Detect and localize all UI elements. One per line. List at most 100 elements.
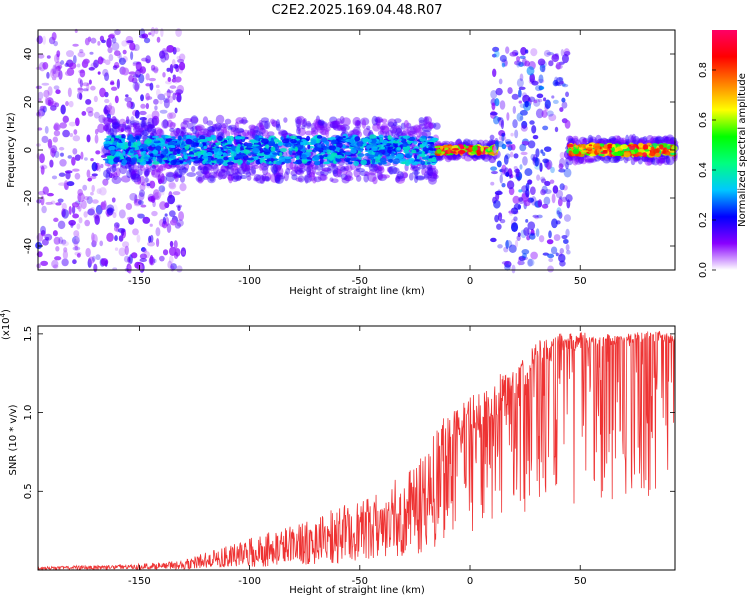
- heatmap-cell: [181, 250, 186, 256]
- heatmap-cell: [452, 152, 457, 161]
- heatmap-cell: [427, 163, 433, 172]
- heatmap-cell: [128, 164, 132, 173]
- heatmap-cell: [582, 144, 586, 149]
- heatmap-cell: [97, 56, 104, 65]
- heatmap-cell: [276, 172, 284, 178]
- heatmap-cell: [139, 164, 145, 171]
- heatmap-cell: [134, 203, 141, 207]
- heatmap-cell: [224, 118, 232, 125]
- heatmap-cell: [121, 67, 130, 76]
- heatmap-cell: [390, 138, 394, 144]
- heatmap-cell: [198, 143, 203, 148]
- heatmap-cell: [428, 176, 437, 185]
- heatmap-cell: [68, 121, 77, 127]
- heatmap-cell: [274, 174, 281, 183]
- heatmap-cell: [476, 150, 482, 156]
- heatmap-cell: [77, 87, 84, 91]
- heatmap-cell: [397, 138, 402, 142]
- heatmap-cell: [546, 110, 554, 117]
- heatmap-cell: [331, 120, 341, 125]
- heatmap-cell: [511, 222, 519, 233]
- heatmap-cell: [162, 216, 166, 225]
- heatmap-cell: [215, 126, 222, 131]
- heatmap-cell: [429, 147, 434, 151]
- heatmap-cell: [126, 125, 132, 132]
- heatmap-cell: [89, 175, 97, 180]
- heatmap-cell: [412, 170, 420, 175]
- heatmap-cell: [205, 151, 213, 157]
- heatmap-cell: [75, 233, 80, 242]
- heatmap-cell: [599, 153, 605, 157]
- heatmap-cell: [195, 174, 205, 183]
- heatmap-cell: [261, 173, 267, 182]
- heatmap-cell: [537, 58, 546, 66]
- heatmap-cell: [387, 165, 398, 175]
- heatmap-cell: [317, 119, 322, 128]
- heatmap-cell: [37, 91, 44, 100]
- heatmap-cell: [138, 192, 145, 201]
- heatmap-cell: [561, 97, 566, 103]
- heatmap-cell: [172, 150, 178, 156]
- heatmap-cell: [218, 169, 228, 180]
- heatmap-cell: [224, 159, 229, 163]
- heatmap-cell: [149, 234, 154, 243]
- heatmap-cell: [174, 148, 182, 152]
- heatmap-cell: [368, 163, 379, 172]
- heatmap-cell: [516, 112, 524, 122]
- heatmap-cell: [71, 156, 76, 166]
- heatmap-cell: [85, 99, 92, 105]
- heatmap-cell: [265, 159, 271, 162]
- heatmap-cell: [262, 165, 269, 176]
- heatmap-cell: [341, 139, 347, 142]
- heatmap-cell: [208, 171, 218, 179]
- heatmap-cell: [386, 166, 393, 173]
- heatmap-cell: [169, 240, 174, 248]
- heatmap-cell: [227, 174, 234, 182]
- heatmap-cell: [41, 205, 47, 214]
- heatmap-cell: [111, 171, 118, 177]
- heatmap-cell: [50, 145, 58, 154]
- heatmap-cell: [227, 161, 235, 165]
- heatmap-cell: [156, 168, 162, 173]
- heatmap-cell: [636, 152, 644, 157]
- snr-y-tick-label: 0.5: [23, 483, 34, 499]
- heatmap-cell: [149, 223, 153, 227]
- heatmap-cell: [428, 165, 437, 170]
- heatmap-cell: [497, 212, 503, 218]
- heatmap-cell: [375, 116, 381, 126]
- heatmap-cell: [134, 130, 141, 137]
- heatmap-cell: [279, 148, 287, 153]
- heatmap-cell: [538, 74, 544, 84]
- heatmap-cell: [392, 167, 400, 175]
- heatmap-cell: [129, 120, 140, 126]
- heatmap-cell: [97, 71, 101, 75]
- heatmap-cell: [158, 164, 164, 174]
- heatmap-cell: [370, 162, 377, 169]
- heatmap-cell: [602, 149, 608, 153]
- heatmap-cell: [341, 177, 350, 184]
- heatmap-cell: [332, 169, 339, 177]
- heatmap-cell: [277, 129, 288, 137]
- heatmap-cell: [267, 131, 275, 137]
- heatmap-cell: [147, 123, 155, 130]
- heatmap-cell: [175, 89, 184, 95]
- heatmap-cell: [279, 152, 283, 157]
- heatmap-cell: [547, 253, 555, 259]
- heatmap-cell: [155, 227, 161, 237]
- heatmap-cell: [295, 177, 303, 182]
- heatmap-cell: [427, 171, 438, 182]
- heatmap-cell: [581, 150, 589, 153]
- heatmap-cell: [152, 161, 160, 165]
- heatmap-cell: [227, 173, 235, 181]
- heatmap-cell: [440, 145, 444, 150]
- heatmap-cell: [53, 130, 61, 137]
- heatmap-cell: [94, 128, 99, 135]
- heatmap-cell: [520, 151, 528, 156]
- heatmap-cell: [74, 154, 81, 161]
- heatmap-cell: [68, 205, 72, 215]
- heatmap-cell: [71, 202, 80, 208]
- heatmap-cell: [215, 114, 225, 124]
- heatmap-cell: [96, 188, 102, 195]
- heatmap-cell: [308, 160, 312, 164]
- heatmap-cell: [217, 135, 223, 141]
